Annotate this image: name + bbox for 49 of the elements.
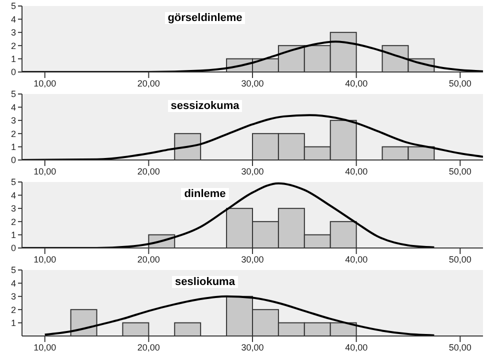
- x-tick-label: 10,00: [34, 342, 56, 352]
- x-tick-label: 30,00: [241, 166, 264, 176]
- y-tick-label: 2: [10, 128, 16, 139]
- x-tick-label: 40,00: [345, 254, 368, 264]
- y-tick-label: 4: [10, 102, 16, 112]
- y-tick-label: 2: [10, 40, 16, 51]
- x-tick-label: 30,00: [241, 342, 264, 352]
- y-tick-label: 0: [10, 155, 16, 166]
- y-tick-label: 4: [10, 278, 16, 288]
- y-tick-label: 0: [10, 243, 16, 254]
- x-tick-label: 20,00: [137, 342, 160, 352]
- text: görseldinleme: [164, 12, 246, 24]
- y-tick-label: 1: [10, 54, 16, 64]
- y-tick-label: 2: [10, 216, 16, 227]
- y-tick-label: 3: [10, 116, 16, 126]
- text: sessizokuma: [168, 100, 242, 112]
- y-tick-label: 1: [10, 142, 16, 152]
- y-tick-label: 1: [10, 318, 16, 328]
- x-tick-label: 20,00: [137, 78, 160, 88]
- x-tick-label: 20,00: [137, 166, 160, 176]
- text: dinleme: [181, 188, 229, 200]
- x-tick-label: 50,00: [448, 78, 472, 88]
- y-tick-label: 1: [10, 230, 16, 240]
- line-series: [44, 295, 436, 336]
- x-tick-label: 50,00: [448, 166, 472, 176]
- x-tick-label: 40,00: [345, 166, 368, 176]
- x-tick-label: 30,00: [241, 78, 264, 88]
- y-tick-label: 5: [10, 1, 16, 12]
- y-tick-label: 2: [10, 304, 16, 315]
- x-tick-label: 50,00: [448, 254, 472, 264]
- y-tick-label: 4: [10, 14, 16, 24]
- x-tick-label: 40,00: [345, 78, 368, 88]
- x-tick-label: 10,00: [34, 78, 56, 88]
- y-tick-label: 3: [10, 292, 16, 302]
- x-tick-label: 10,00: [34, 166, 56, 176]
- y-tick-label: 5: [10, 89, 16, 100]
- y-tick-label: 3: [10, 28, 16, 38]
- y-tick-label: 4: [10, 190, 16, 200]
- y-tick-label: 5: [10, 177, 16, 188]
- y-tick-label: 3: [10, 204, 16, 214]
- x-tick-label: 50,00: [448, 342, 472, 352]
- x-tick-label: 30,00: [241, 254, 264, 264]
- y-tick-label: 5: [10, 265, 16, 276]
- text: sesliokuma: [172, 276, 238, 288]
- x-tick-label: 40,00: [345, 342, 368, 352]
- y-tick-label: 0: [10, 67, 16, 78]
- x-tick-label: 20,00: [137, 254, 160, 264]
- line-series: [22, 182, 436, 248]
- x-tick-label: 10,00: [34, 254, 56, 264]
